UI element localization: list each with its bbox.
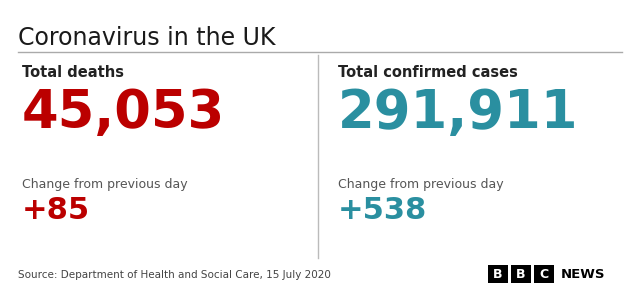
Text: 291,911: 291,911 bbox=[338, 87, 579, 139]
Text: B: B bbox=[516, 268, 525, 280]
Text: Change from previous day: Change from previous day bbox=[22, 178, 188, 191]
Text: Coronavirus in the UK: Coronavirus in the UK bbox=[18, 26, 275, 50]
Text: Source: Department of Health and Social Care, 15 July 2020: Source: Department of Health and Social … bbox=[18, 270, 331, 280]
Text: B: B bbox=[493, 268, 503, 280]
Text: NEWS: NEWS bbox=[561, 268, 605, 280]
Text: +85: +85 bbox=[22, 196, 90, 225]
FancyBboxPatch shape bbox=[534, 265, 554, 283]
Text: C: C bbox=[540, 268, 548, 280]
Text: 45,053: 45,053 bbox=[22, 87, 225, 139]
Text: Change from previous day: Change from previous day bbox=[338, 178, 504, 191]
Text: Total confirmed cases: Total confirmed cases bbox=[338, 65, 518, 80]
FancyBboxPatch shape bbox=[511, 265, 531, 283]
FancyBboxPatch shape bbox=[488, 265, 508, 283]
Text: Total deaths: Total deaths bbox=[22, 65, 124, 80]
Text: +538: +538 bbox=[338, 196, 428, 225]
